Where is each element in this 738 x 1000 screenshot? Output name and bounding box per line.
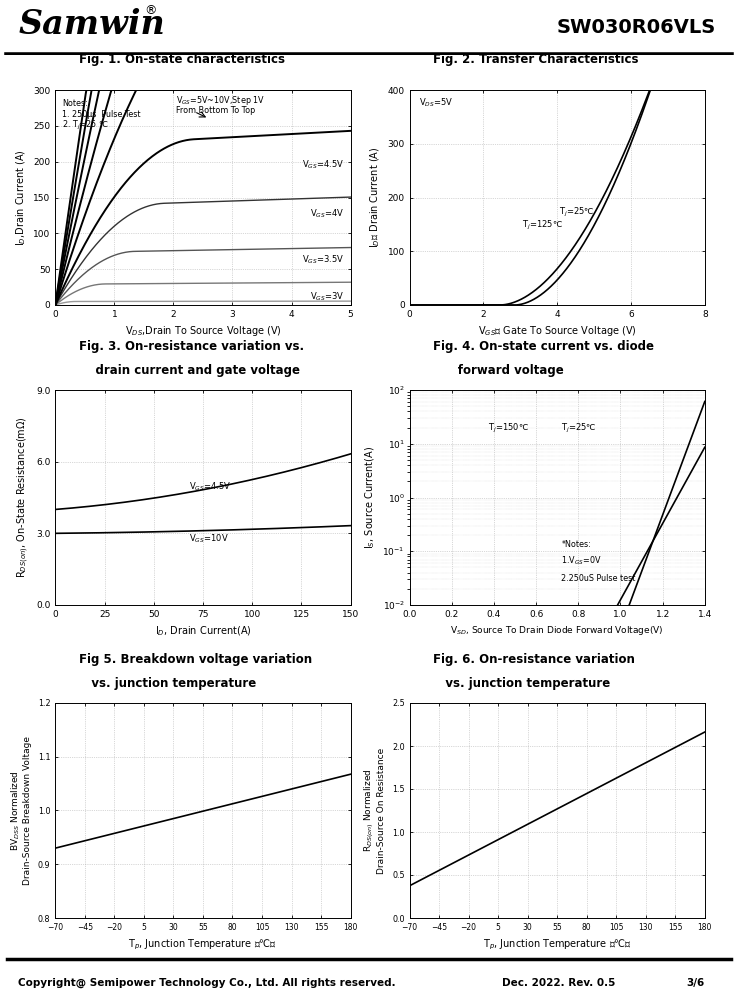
X-axis label: V$_{GS}$， Gate To Source Voltage (V): V$_{GS}$， Gate To Source Voltage (V) — [477, 324, 637, 338]
Text: ®: ® — [144, 4, 156, 17]
X-axis label: V$_{SD}$, Source To Drain Diode Forward Voltage(V): V$_{SD}$, Source To Drain Diode Forward … — [450, 624, 664, 637]
Text: SW030R06VLS: SW030R06VLS — [556, 18, 716, 37]
Text: T$_j$=150℃: T$_j$=150℃ — [488, 421, 528, 435]
Text: 2.250uS Pulse test: 2.250uS Pulse test — [562, 574, 635, 583]
Text: vs. junction temperature: vs. junction temperature — [433, 677, 610, 690]
Text: Fig. 4. On-state current vs. diode: Fig. 4. On-state current vs. diode — [433, 340, 654, 353]
Text: drain current and gate voltage: drain current and gate voltage — [79, 364, 300, 377]
Text: Fig. 3. On-resistance variation vs.: Fig. 3. On-resistance variation vs. — [79, 340, 304, 353]
Text: V$_{GS}$=4V: V$_{GS}$=4V — [310, 207, 345, 220]
Text: V$_{GS}$=3.5V: V$_{GS}$=3.5V — [303, 254, 345, 266]
Text: Fig. 6. On-resistance variation: Fig. 6. On-resistance variation — [433, 653, 635, 666]
Text: vs. junction temperature: vs. junction temperature — [79, 677, 256, 690]
Text: 1. 250μs  Pulse Test: 1. 250μs Pulse Test — [63, 110, 141, 119]
Y-axis label: I$_D$,Drain Current (A): I$_D$,Drain Current (A) — [14, 149, 28, 246]
Text: Notes:: Notes: — [63, 99, 88, 108]
Text: V$_{GS}$=4.5V: V$_{GS}$=4.5V — [303, 158, 345, 171]
Text: forward voltage: forward voltage — [433, 364, 564, 377]
Text: V$_{GS}$=4.5V: V$_{GS}$=4.5V — [189, 480, 232, 493]
Text: Samwin: Samwin — [18, 8, 165, 41]
Y-axis label: R$_{DS(on)}$ Normalized
Drain-Source On Resistance: R$_{DS(on)}$ Normalized Drain-Source On … — [362, 747, 387, 874]
X-axis label: I$_D$, Drain Current(A): I$_D$, Drain Current(A) — [155, 624, 251, 638]
Text: Copyright@ Semipower Technology Co., Ltd. All rights reserved.: Copyright@ Semipower Technology Co., Ltd… — [18, 978, 396, 988]
Text: V$_{GS}$=10V: V$_{GS}$=10V — [189, 533, 229, 545]
Text: 1.V$_{GS}$=0V: 1.V$_{GS}$=0V — [562, 554, 602, 567]
Text: T$_j$=25℃: T$_j$=25℃ — [562, 421, 597, 435]
Text: T$_j$=125℃: T$_j$=125℃ — [523, 218, 563, 232]
Y-axis label: I$_S$, Source Current(A): I$_S$, Source Current(A) — [363, 446, 377, 549]
Text: Fig 5. Breakdown voltage variation: Fig 5. Breakdown voltage variation — [79, 653, 312, 666]
Text: From Bottom To Top: From Bottom To Top — [176, 106, 255, 115]
Y-axis label: I$_D$， Drain Current (A): I$_D$， Drain Current (A) — [368, 147, 382, 248]
Y-axis label: R$_{DS(on)}$, On-State Resistance(mΩ): R$_{DS(on)}$, On-State Resistance(mΩ) — [15, 417, 30, 578]
Text: Fig. 2. Transfer Characteristics: Fig. 2. Transfer Characteristics — [433, 53, 638, 66]
Text: V$_{GS}$=3V: V$_{GS}$=3V — [311, 291, 345, 303]
Text: Fig. 1. On-state characteristics: Fig. 1. On-state characteristics — [79, 53, 285, 66]
Text: *Notes:: *Notes: — [562, 540, 591, 549]
Text: V$_{GS}$=5V~10V,Step 1V: V$_{GS}$=5V~10V,Step 1V — [176, 94, 266, 107]
Y-axis label: BV$_{DSS}$ Normalized
Drain-Source Breakdown Voltage: BV$_{DSS}$ Normalized Drain-Source Break… — [10, 736, 32, 885]
Text: 2. T$_j$=25 ℃: 2. T$_j$=25 ℃ — [63, 119, 109, 132]
X-axis label: T$_p$, Junction Temperature （℃）: T$_p$, Junction Temperature （℃） — [128, 937, 277, 952]
Text: 3/6: 3/6 — [686, 978, 705, 988]
Text: V$_{DS}$=5V: V$_{DS}$=5V — [419, 96, 453, 109]
X-axis label: T$_p$, Junction Temperature （℃）: T$_p$, Junction Temperature （℃） — [483, 937, 632, 952]
Text: T$_j$=25℃: T$_j$=25℃ — [559, 206, 595, 219]
Text: Dec. 2022. Rev. 0.5: Dec. 2022. Rev. 0.5 — [502, 978, 615, 988]
X-axis label: V$_{DS}$,Drain To Source Voltage (V): V$_{DS}$,Drain To Source Voltage (V) — [125, 324, 281, 338]
